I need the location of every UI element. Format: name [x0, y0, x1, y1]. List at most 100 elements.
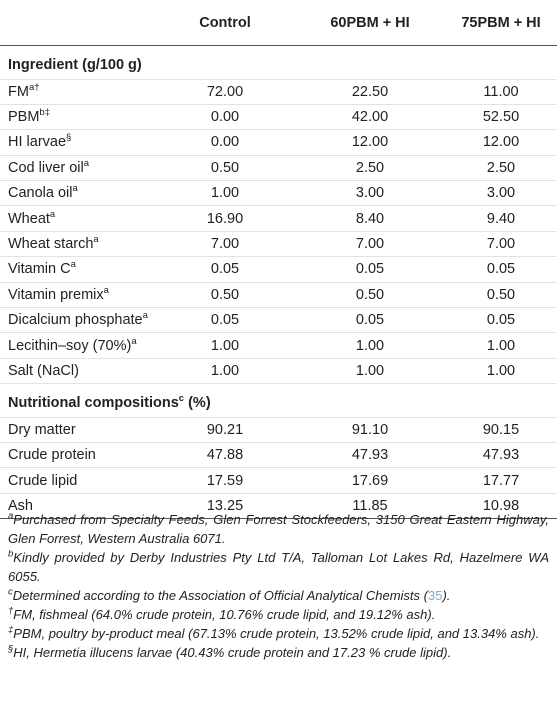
cell-value: 0.50: [210, 286, 240, 303]
header-row: Control 60PBM + HI 75PBM + HI: [0, 0, 557, 46]
footnote-mark: a: [70, 259, 76, 271]
row-label: PBMb‡: [0, 104, 155, 129]
row-label-text: Wheat starch: [8, 236, 94, 253]
row-label: Crude protein: [0, 443, 155, 468]
footnote-mark: †: [8, 605, 14, 617]
cell-value: 7.00: [486, 236, 516, 253]
footnote: §HI, Hermetia illucens larvae (40.43% cr…: [8, 643, 549, 662]
cell-value: 22.50: [351, 83, 389, 100]
row-label: Wheata: [0, 206, 155, 231]
footnote-mark: c: [8, 586, 13, 598]
row-label: Dicalcium phosphatea: [0, 308, 155, 333]
footnote-text: HI, Hermetia illucens larvae (40.43% cru…: [13, 645, 452, 660]
row-label-text: Ash: [8, 498, 33, 515]
cell-value: 47.88: [206, 447, 244, 464]
footnote-mark: c: [178, 393, 185, 405]
footnote-mark: a: [83, 158, 90, 170]
row-label-text: Canola oil: [8, 185, 73, 202]
cell-value: 17.69: [351, 472, 389, 489]
cell-value: 0.50: [486, 286, 516, 303]
cell-value: 1.00: [355, 362, 385, 379]
table-row: Salt (NaCl) 1.00 1.00 1.00: [0, 358, 557, 384]
cell-value: 2.50: [355, 159, 385, 176]
footnote-mark: b‡: [39, 107, 50, 119]
section-title: Nutritional compositionsc (%): [0, 384, 557, 418]
footnote-text: FM, fishmeal (64.0% crude protein, 10.76…: [13, 607, 436, 622]
footnote: ‡PBM, poultry by-product meal (67.13% cr…: [8, 624, 549, 643]
cell-value: 0.00: [210, 134, 240, 151]
cell-value: 3.00: [355, 185, 385, 202]
cell-value: 0.05: [355, 312, 385, 329]
row-label-text: PBM: [8, 109, 40, 126]
reference-link: 35: [427, 588, 443, 603]
table-row: Dicalcium phosphatea 0.05 0.05 0.05: [0, 308, 557, 333]
cell-value: 17.77: [482, 472, 520, 489]
row-label-text: Cod liver oil: [8, 159, 84, 176]
table-row: Crude lipid 17.59 17.69 17.77: [0, 468, 557, 494]
cell-value: 72.00: [206, 83, 244, 100]
cell-value: 8.40: [355, 210, 385, 227]
column-header: 75PBM + HI: [445, 0, 557, 46]
table-row: Dry matter 90.21 91.10 90.15: [0, 417, 557, 443]
footnote-mark: a: [103, 284, 109, 296]
row-label-text: FM: [8, 83, 29, 100]
row-label-text: Lecithin–soy (70%): [8, 337, 132, 354]
section-row: Ingredient (g/100 g): [0, 46, 557, 80]
table-body: Ingredient (g/100 g) FMa† 72.00 22.50 11.00 P…: [0, 46, 557, 519]
cell-value: 47.93: [351, 447, 389, 464]
row-label-text: Crude lipid: [8, 472, 78, 489]
table-row: Crude protein 47.88 47.93 47.93: [0, 443, 557, 468]
row-label-text: Vitamin C: [8, 261, 71, 278]
footnote-mark: ‡: [8, 624, 14, 636]
cell-value: 0.50: [210, 159, 240, 176]
footnote-mark: a: [72, 183, 78, 195]
footnote: †FM, fishmeal (64.0% crude protein, 10.7…: [8, 605, 549, 624]
cell-value: 17.59: [206, 472, 244, 489]
cell-value: 1.00: [355, 337, 385, 354]
row-label-text: Dicalcium phosphate: [8, 312, 143, 329]
cell-value: 91.10: [351, 421, 389, 438]
cell-value: 7.00: [210, 236, 240, 253]
cell-value: 0.05: [486, 261, 516, 278]
cell-value: 1.00: [486, 362, 516, 379]
table-row: Vitamin premixa 0.50 0.50 0.50: [0, 282, 557, 308]
row-label-text: Vitamin premix: [8, 286, 104, 303]
row-label-text: Dry matter: [8, 421, 76, 438]
section-title-unit: (%): [184, 395, 211, 412]
row-label: Wheat starcha: [0, 231, 155, 256]
cell-value: 0.05: [355, 261, 385, 278]
row-label-text: Crude protein: [8, 447, 96, 464]
cell-value: 1.00: [210, 362, 240, 379]
row-label: Ash: [0, 493, 155, 518]
row-label: Cod liver oila: [0, 155, 155, 180]
table-row: PBMb‡ 0.00 42.00 52.50: [0, 104, 557, 130]
footnote-text: Purchased from Specialty Feeds, Glen For…: [8, 512, 549, 546]
cell-value: 0.05: [486, 312, 516, 329]
row-label-text: HI larvae: [8, 134, 67, 151]
cell-value: 90.21: [206, 421, 244, 438]
table-row: Wheata 16.90 8.40 9.40: [0, 206, 557, 232]
row-label: Vitamin Ca: [0, 257, 155, 282]
cell-value: 9.40: [486, 210, 516, 227]
footnote-mark: b: [8, 548, 14, 560]
table-row: Cod liver oila 0.50 2.50 2.50: [0, 155, 557, 181]
diet-table: Control 60PBM + HI 75PBM + HI Ingredient (…: [0, 0, 557, 519]
column-header: 60PBM + HI: [295, 0, 445, 46]
row-label: Canola oila: [0, 181, 155, 206]
table-row: FMa† 72.00 22.50 11.00: [0, 79, 557, 105]
cell-value: 1.00: [210, 337, 240, 354]
row-label-text: Wheat: [8, 210, 50, 227]
section-title: Ingredient (g/100 g): [0, 46, 557, 80]
row-label: HI larvae§: [0, 130, 155, 155]
footnote: aPurchased from Specialty Feeds, Glen Fo…: [8, 510, 549, 548]
cell-value: 11.00: [483, 83, 519, 100]
footnotes: aPurchased from Specialty Feeds, Glen Fo…: [8, 510, 549, 662]
footnote-mark: a†: [28, 81, 40, 93]
footnote-mark: §: [8, 643, 14, 655]
row-label: FMa†: [0, 79, 155, 104]
footnote-mark: a: [93, 234, 99, 246]
footnote-text: Kindly provided by Derby Industries Pty …: [8, 550, 549, 584]
cell-value: 0.05: [210, 261, 240, 278]
cell-value: 3.00: [486, 185, 516, 202]
